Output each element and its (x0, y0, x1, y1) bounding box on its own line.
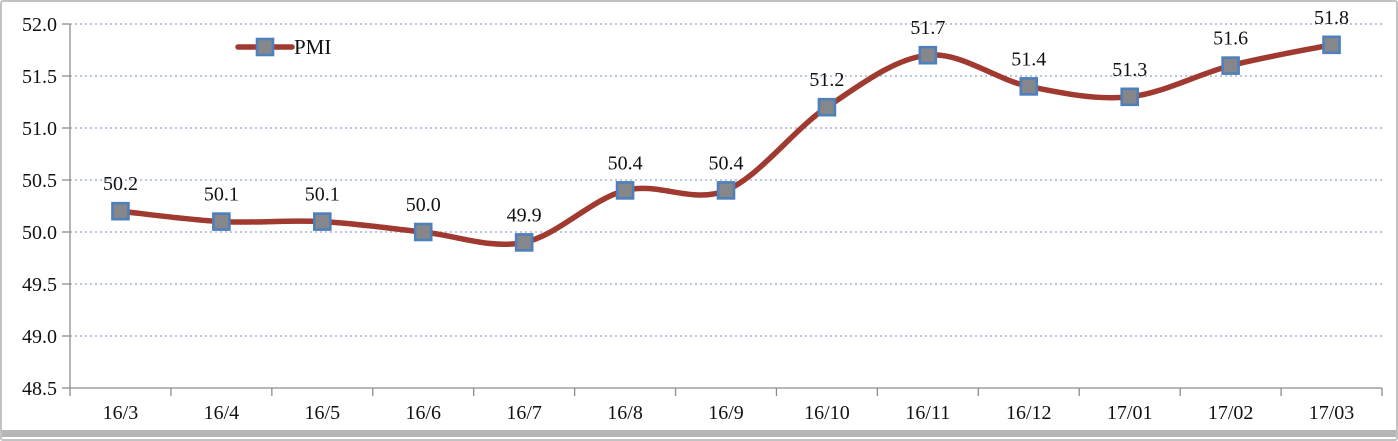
data-point-marker (1221, 56, 1240, 75)
x-axis-category-label: 17/01 (1107, 402, 1153, 424)
data-point-label: 51.7 (910, 17, 945, 39)
data-point-label: 50.4 (709, 152, 744, 174)
x-axis-category-label: 17/02 (1208, 402, 1254, 424)
data-point-label: 50.0 (406, 194, 441, 216)
y-axis-tick-label: 50.0 (22, 222, 57, 244)
x-axis-category-label: 16/6 (405, 402, 441, 424)
x-axis-category-label: 16/9 (708, 402, 744, 424)
data-point-label: 51.6 (1213, 28, 1248, 50)
y-axis-tick-label: 51.5 (22, 66, 57, 88)
x-axis-category-label: 16/10 (804, 402, 850, 424)
data-point-marker (1019, 77, 1039, 96)
data-point-label: 50.1 (204, 184, 239, 206)
x-axis-category-label: 16/12 (1006, 402, 1052, 424)
legend-label: PMI (294, 35, 331, 59)
data-point-label: 51.4 (1011, 48, 1046, 70)
x-axis-category-label: 16/3 (103, 402, 139, 424)
chart-bottom-border (2, 430, 1396, 437)
x-axis-category-label: 16/8 (607, 402, 643, 424)
legend-marker-sample (255, 37, 275, 57)
data-point-label: 50.4 (608, 152, 643, 174)
data-point-marker (817, 97, 837, 117)
y-axis-tick-label: 51.0 (22, 118, 57, 140)
data-point-label: 50.1 (305, 184, 340, 206)
x-axis-category-label: 16/7 (506, 402, 542, 424)
data-point-label: 50.2 (103, 173, 138, 195)
data-point-label: 49.9 (507, 204, 542, 226)
x-axis-category-label: 16/11 (905, 402, 950, 424)
y-axis-tick-label: 50.5 (22, 170, 57, 192)
data-point-label: 51.2 (809, 69, 844, 91)
x-axis-category-label: 17/03 (1309, 402, 1355, 424)
y-axis-tick-label: 48.5 (22, 378, 57, 400)
y-axis-tick-label: 49.5 (22, 274, 57, 296)
data-point-marker (1322, 35, 1341, 55)
data-point-marker (716, 181, 736, 200)
x-axis-category-label: 16/4 (204, 402, 240, 424)
data-point-marker (313, 212, 332, 231)
data-point-marker (918, 45, 938, 65)
data-point-marker (212, 212, 231, 231)
data-point-label: 51.3 (1112, 59, 1147, 81)
y-axis-tick-label: 49.0 (22, 326, 57, 348)
data-point-marker (413, 222, 433, 242)
data-point-marker (514, 233, 534, 252)
pmi-series-line (117, 42, 1335, 248)
data-point-marker (1120, 87, 1139, 107)
y-axis-tick-label: 52.0 (22, 14, 57, 36)
data-point-label: 51.8 (1314, 7, 1349, 29)
x-axis-category-label: 16/5 (305, 402, 341, 424)
data-point-marker (615, 181, 635, 200)
data-point-marker (111, 201, 130, 221)
